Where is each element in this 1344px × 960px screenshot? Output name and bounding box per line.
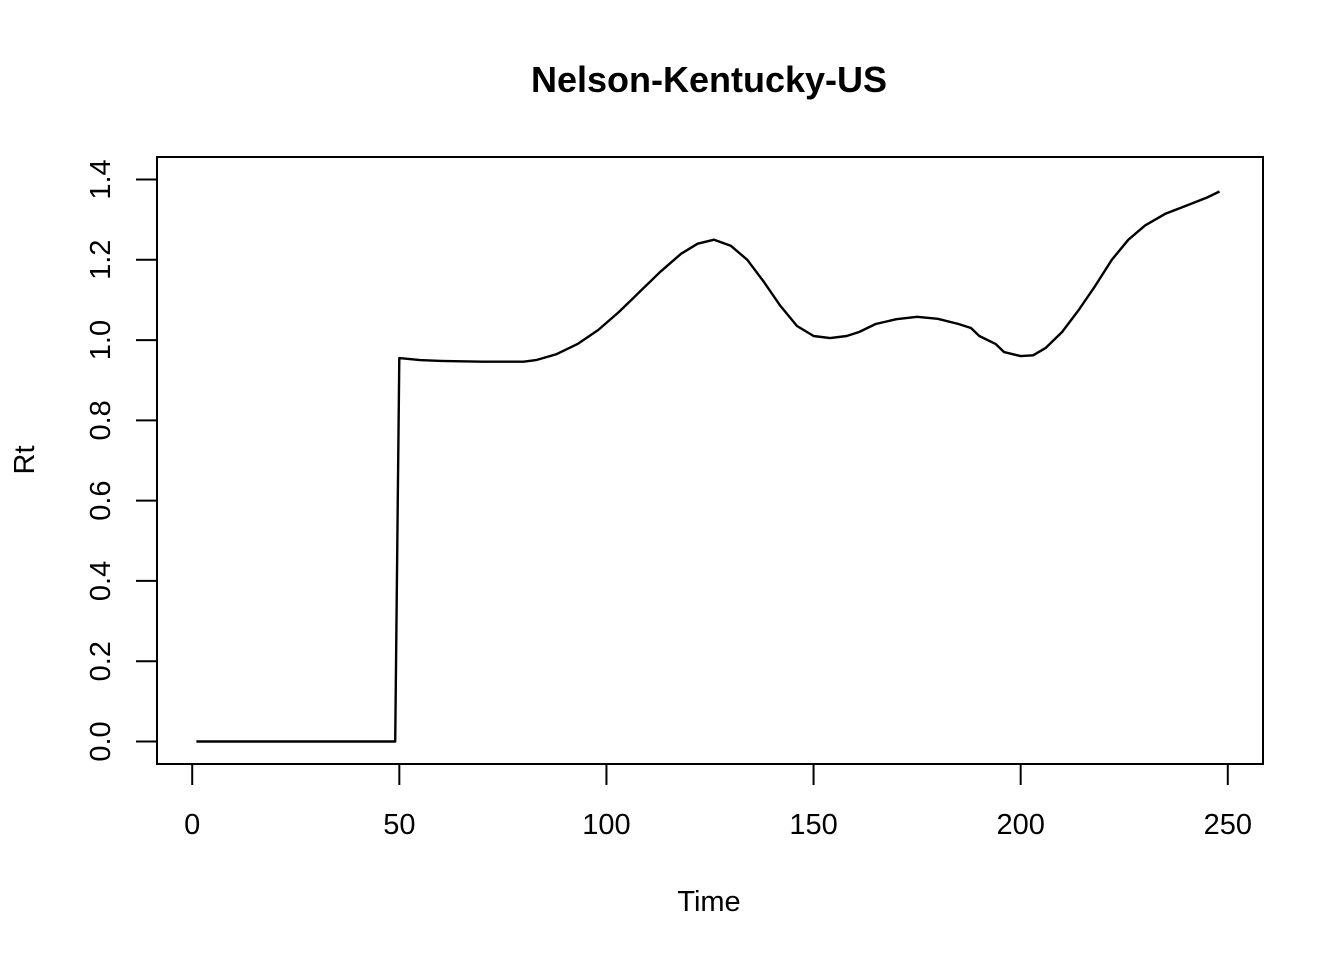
- y-tick-label: 0.2: [85, 641, 117, 681]
- x-tick-label: 250: [1204, 809, 1252, 841]
- y-axis: 0.0 0.2 0.4 0.6 0.8 1.0 1.2 1.4: [85, 159, 158, 762]
- x-tick-label: 0: [184, 809, 200, 841]
- y-tick-label: 1.0: [85, 320, 117, 360]
- x-axis-label: Time: [677, 886, 740, 918]
- x-tick-label: 150: [789, 809, 837, 841]
- x-tick-label: 100: [582, 809, 630, 841]
- x-tick-label: 200: [996, 809, 1044, 841]
- y-tick-label: 1.4: [85, 159, 117, 199]
- y-tick-label: 0.4: [85, 561, 117, 601]
- y-tick-label: 0.8: [85, 400, 117, 440]
- y-axis-label: Rt: [9, 446, 41, 475]
- rt-series-line: [196, 190, 1221, 743]
- x-tick-label: 50: [383, 809, 415, 841]
- y-tick-label: 1.2: [85, 240, 117, 280]
- y-tick-label: 0.6: [85, 480, 117, 520]
- chart-title: Nelson-Kentucky-US: [531, 59, 887, 100]
- x-axis: 0 50 100 150 200 250: [184, 763, 1252, 841]
- y-tick-label: 0.0: [85, 721, 117, 761]
- plot-frame: [156, 156, 1264, 765]
